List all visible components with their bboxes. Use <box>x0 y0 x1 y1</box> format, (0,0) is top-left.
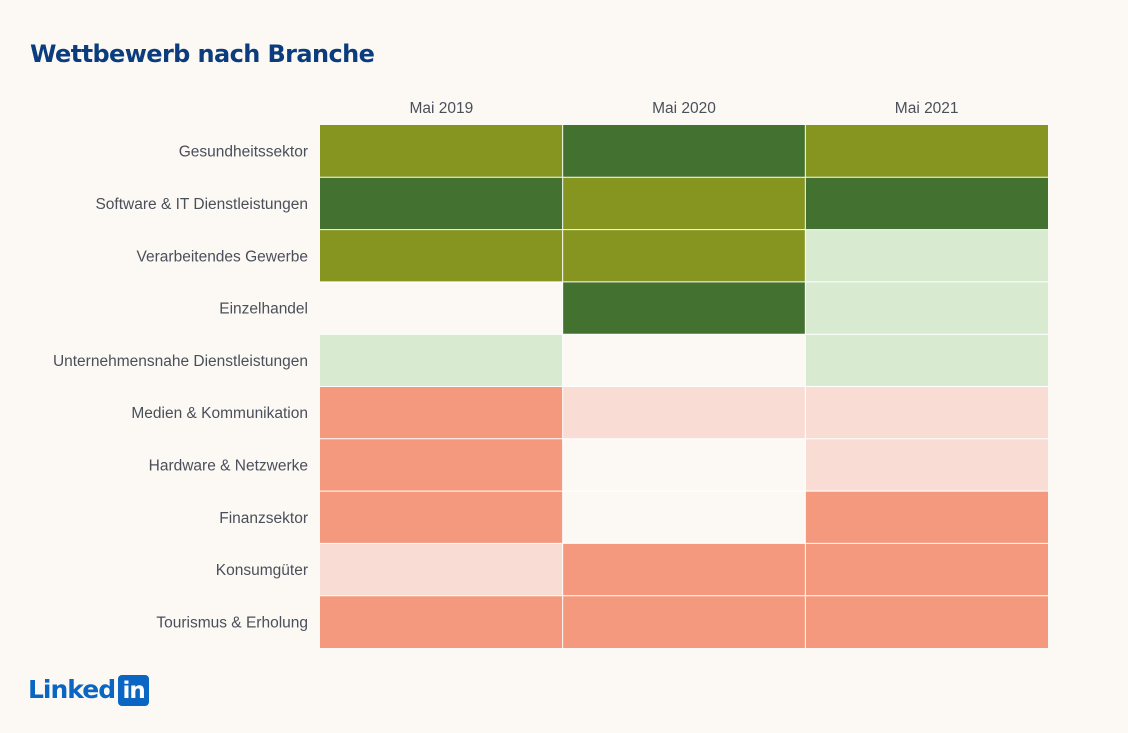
linkedin-logo-word: Linked <box>28 675 116 704</box>
heatmap-cell-medien-kommunikation-mai-2019 <box>320 386 563 439</box>
heatmap-cell-verarbeitendes-gewerbe-mai-2019 <box>320 229 563 282</box>
row-label-medien-kommunikation: Medien & Kommunikation <box>131 405 308 422</box>
column-label-mai-2019: Mai 2019 <box>409 100 473 117</box>
heatmap-cell-hardware-netzwerke-mai-2020 <box>562 438 806 492</box>
chart-title: Wettbewerb nach Branche <box>30 40 375 68</box>
row-label-verarbeitendes-gewerbe: Verarbeitendes Gewerbe <box>137 248 308 265</box>
heatmap-cell-medien-kommunikation-mai-2021 <box>805 386 1048 439</box>
heatmap-cell-tourismus-erholung-mai-2019 <box>320 595 563 648</box>
heatmap-cell-tourismus-erholung-mai-2021 <box>805 595 1048 648</box>
row-label-unternehmensnahe-dienstleistungen: Unternehmensnahe Dienstleistungen <box>53 353 308 370</box>
column-label-mai-2021: Mai 2021 <box>895 100 959 117</box>
heatmap-cell-verarbeitendes-gewerbe-mai-2021 <box>805 229 1048 282</box>
heatmap-cell-tourismus-erholung-mai-2020 <box>562 595 806 648</box>
row-label-finanzsektor: Finanzsektor <box>219 510 308 527</box>
linkedin-logo-box: in <box>118 674 150 706</box>
heatmap-cell-hardware-netzwerke-mai-2019 <box>320 438 563 492</box>
row-label-tourismus-erholung: Tourismus & Erholung <box>156 614 308 631</box>
heatmap-cell-konsumguter-mai-2021 <box>805 543 1048 596</box>
row-label-einzelhandel: Einzelhandel <box>219 301 308 318</box>
heatmap-cell-medien-kommunikation-mai-2020 <box>562 386 806 439</box>
heatmap-cell-unternehmensnahe-dienstleistungen-mai-2021 <box>805 334 1048 387</box>
column-label-mai-2020: Mai 2020 <box>652 100 716 117</box>
heatmap-cell-gesundheitssektor-mai-2019 <box>320 125 563 178</box>
heatmap-cell-software-it-dienstleistungen-mai-2019 <box>320 177 563 230</box>
heatmap-cell-software-it-dienstleistungen-mai-2020 <box>562 177 806 230</box>
heatmap-cell-konsumguter-mai-2019 <box>320 543 563 596</box>
heatmap-cell-einzelhandel-mai-2021 <box>805 281 1048 335</box>
row-label-hardware-netzwerke: Hardware & Netzwerke <box>149 457 308 474</box>
linkedin-logo: Linked in <box>28 674 150 706</box>
heatmap-cell-hardware-netzwerke-mai-2021 <box>805 438 1048 492</box>
heatmap-cell-finanzsektor-mai-2020 <box>562 491 806 544</box>
row-label-software-it-dienstleistungen: Software & IT Dienstleistungen <box>95 196 308 213</box>
row-label-gesundheitssektor: Gesundheitssektor <box>179 144 308 161</box>
heatmap-cell-gesundheitssektor-mai-2020 <box>562 125 806 178</box>
heatmap-cell-software-it-dienstleistungen-mai-2021 <box>805 177 1048 230</box>
heatmap-cell-konsumguter-mai-2020 <box>562 543 806 596</box>
heatmap-cell-einzelhandel-mai-2020 <box>562 281 806 335</box>
heatmap-cell-finanzsektor-mai-2021 <box>805 491 1048 544</box>
heatmap-cell-unternehmensnahe-dienstleistungen-mai-2019 <box>320 334 563 387</box>
heatmap-cell-finanzsektor-mai-2019 <box>320 491 563 544</box>
heatmap-cell-gesundheitssektor-mai-2021 <box>805 125 1048 178</box>
heatmap-cell-verarbeitendes-gewerbe-mai-2020 <box>562 229 806 282</box>
heatmap-cell-unternehmensnahe-dienstleistungen-mai-2020 <box>562 334 806 387</box>
row-label-konsumguter: Konsumgüter <box>216 562 308 579</box>
heatmap-cell-einzelhandel-mai-2019 <box>320 281 563 335</box>
